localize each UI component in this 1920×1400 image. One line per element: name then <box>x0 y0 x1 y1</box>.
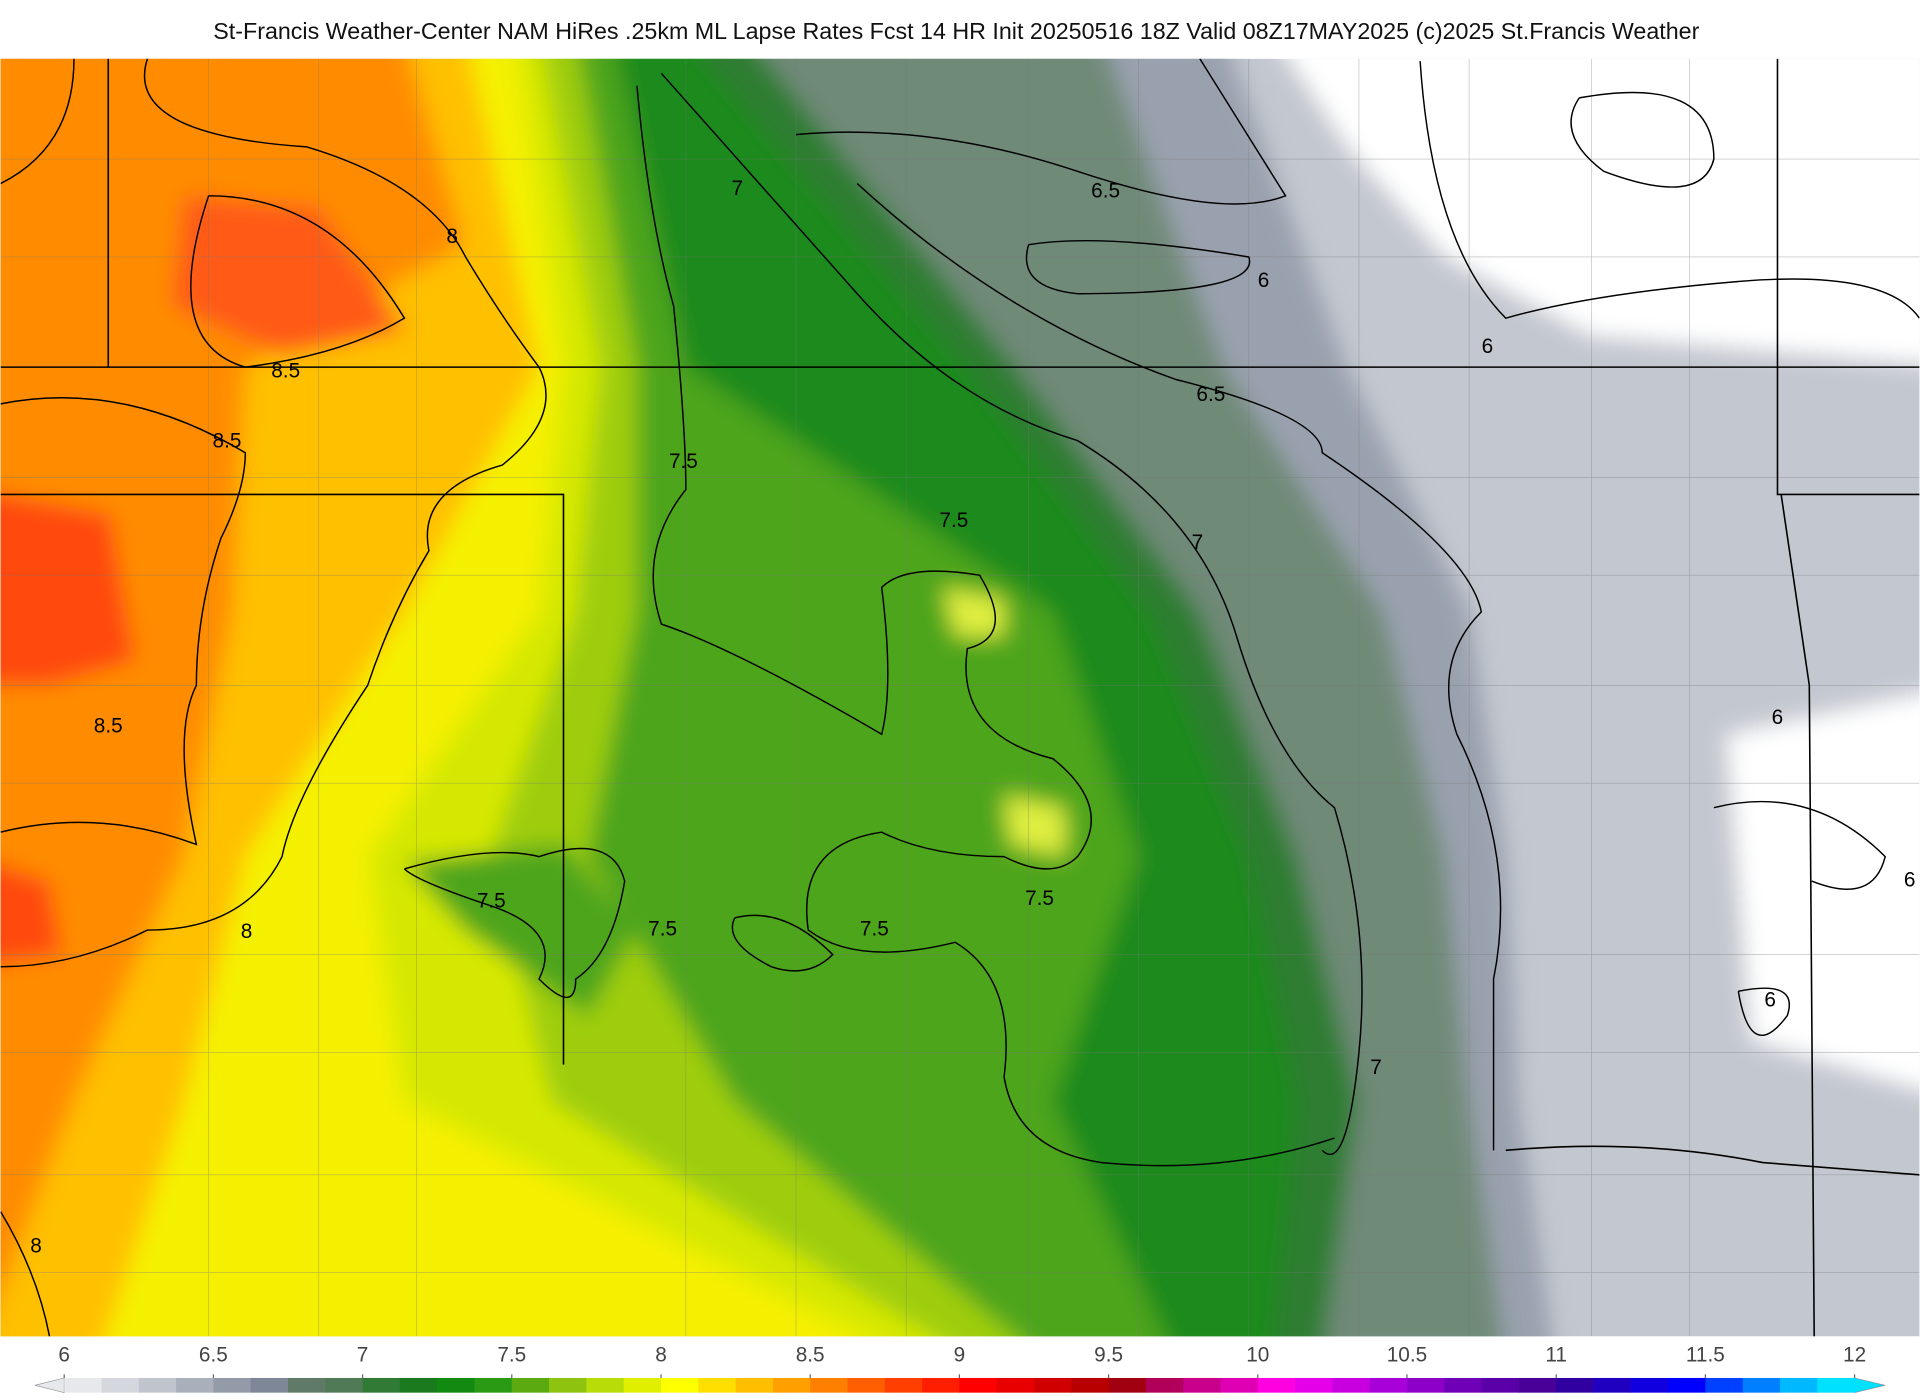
colorbar-swatch <box>772 1377 811 1393</box>
colorbar-swatch <box>176 1377 215 1393</box>
colorbar-tick-label: 9.5 <box>1094 1343 1123 1366</box>
contour-label: 6 <box>1772 706 1784 729</box>
contour-label: 6 <box>1258 269 1270 292</box>
colorbar-swatch <box>399 1377 438 1393</box>
contour-label: 7 <box>731 177 743 200</box>
colorbar-swatch <box>1444 1377 1483 1393</box>
colorbar-swatch <box>1705 1377 1744 1393</box>
colorbar-swatch <box>1481 1377 1520 1393</box>
contour-label: 8.5 <box>212 429 241 452</box>
colorbar-swatch <box>1183 1377 1222 1393</box>
contour-label: 8 <box>241 920 253 943</box>
colorbar-tick-label: 8 <box>655 1343 667 1366</box>
colorbar-swatch <box>1779 1377 1818 1393</box>
contour-label: 7 <box>1192 531 1204 554</box>
colorbar-swatch <box>250 1377 289 1393</box>
colorbar-swatch <box>1518 1377 1557 1393</box>
contour-label: 7.5 <box>860 918 889 941</box>
contour-label: 6.5 <box>1091 180 1120 203</box>
colorbar-swatch <box>1145 1377 1184 1393</box>
contour-label: 6 <box>1904 869 1916 892</box>
contour-label: 8.5 <box>271 360 300 383</box>
colorbar-swatch <box>474 1377 513 1393</box>
colorbar-swatch <box>623 1377 662 1393</box>
colorbar-tick-label: 7 <box>357 1343 369 1366</box>
colorbar-swatch <box>1630 1377 1669 1393</box>
colorbar-swatch <box>586 1377 625 1393</box>
colorbar-swatch <box>1220 1377 1259 1393</box>
colorbar-swatch <box>64 1377 103 1393</box>
contour-label: 6 <box>1482 335 1494 358</box>
colorbar-swatch <box>810 1377 849 1393</box>
colorbar-tick-label: 8.5 <box>796 1343 825 1366</box>
colorbar-swatch <box>698 1377 737 1393</box>
colorbar-tick-label: 12 <box>1843 1343 1866 1366</box>
title: St-Francis Weather-Center NAM HiRes .25k… <box>213 18 1699 44</box>
colorbar-swatch <box>1406 1377 1445 1393</box>
colorbar-swatch <box>1332 1377 1371 1393</box>
colorbar-swatch <box>996 1377 1035 1393</box>
contour-label: 7.5 <box>1025 887 1054 910</box>
colorbar-swatch <box>1108 1377 1147 1393</box>
contour-label: 6.5 <box>1196 383 1225 406</box>
map: 7 6.5 6 6 6.5 8 8.5 8.5 7.5 7.5 7 8.5 6 8 7.5 7.5 7.5 7.5… <box>0 58 1920 1337</box>
contour-label: 6 <box>1764 989 1776 1012</box>
colorbar-swatch <box>1742 1377 1781 1393</box>
colorbar-swatch <box>362 1377 401 1393</box>
colorbar-swatch <box>1033 1377 1072 1393</box>
colorbar-tick-label: 7.5 <box>497 1343 526 1366</box>
contour-label: 7.5 <box>669 450 698 473</box>
colorbar-swatch <box>1817 1377 1856 1393</box>
colorbar-tick-label: 10.5 <box>1387 1343 1427 1366</box>
colorbar-swatch <box>922 1377 960 1393</box>
contour-label: 7 <box>1370 1056 1382 1079</box>
contour-label: 7.5 <box>477 889 506 912</box>
colorbar-tick-label: 9 <box>954 1343 966 1366</box>
colorbar-swatch <box>660 1377 699 1393</box>
colorbar-swatch <box>138 1377 177 1393</box>
colorbar-swatch <box>287 1377 326 1393</box>
colorbar-end-high <box>1854 1377 1886 1394</box>
colorbar-tick-label: 6 <box>58 1343 70 1366</box>
colorbar-swatch <box>735 1377 774 1393</box>
colorbar-swatch <box>325 1377 364 1393</box>
colorbar: 6 6.5 7 7.5 8 8.5 9 9.5 10 10.5 11 11.5 12 <box>34 1343 1886 1394</box>
colorbar-swatch <box>1556 1377 1595 1393</box>
colorbar-end-low <box>34 1377 65 1394</box>
colorbar-swatch <box>847 1377 886 1393</box>
colorbar-swatch <box>1668 1377 1706 1393</box>
contour-label: 8.5 <box>94 714 123 737</box>
colorbar-swatch <box>549 1377 588 1393</box>
colorbar-swatch <box>1257 1377 1296 1393</box>
colorbar-swatch <box>884 1377 923 1393</box>
colorbar-swatch <box>959 1377 998 1393</box>
colorbar-swatch <box>1369 1377 1408 1393</box>
colorbar-swatch <box>511 1377 550 1393</box>
colorbar-swatch <box>437 1377 476 1393</box>
colorbar-swatch <box>1071 1377 1110 1393</box>
colorbar-swatch <box>101 1377 140 1393</box>
colorbar-tick-label: 11.5 <box>1686 1343 1725 1366</box>
contour-label: 7.5 <box>939 509 968 532</box>
colorbar-swatch <box>213 1377 252 1393</box>
contour-label: 8 <box>446 225 458 248</box>
colorbar-tick-label: 11 <box>1545 1343 1567 1366</box>
colorbar-swatch <box>1295 1377 1333 1393</box>
contour-label: 7.5 <box>648 918 677 941</box>
colorbar-tick-label: 6.5 <box>199 1343 228 1366</box>
colorbar-tick-label: 10 <box>1246 1343 1269 1366</box>
colorbar-swatch <box>1593 1377 1632 1393</box>
contour-label: 8 <box>30 1235 42 1258</box>
